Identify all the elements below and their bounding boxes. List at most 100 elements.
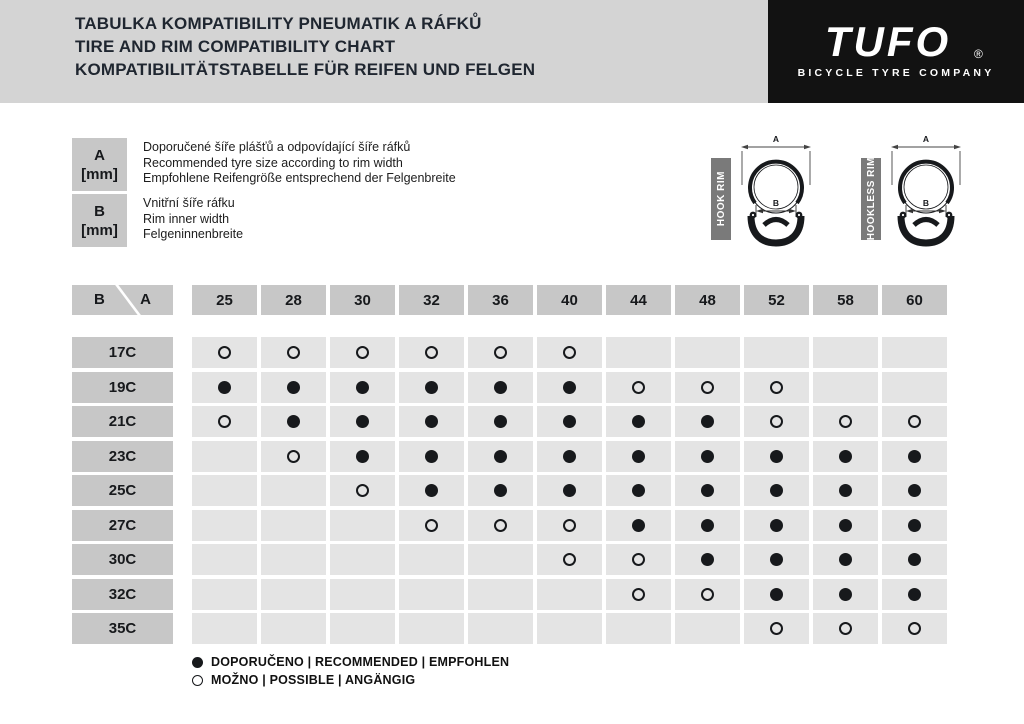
compatibility-cell [813,406,878,437]
possible-dot-icon [563,346,576,359]
compatibility-cell [813,337,878,368]
compatibility-cell [192,406,257,437]
column-header: 36 [468,285,533,315]
recommended-dot-icon [563,380,576,394]
compatibility-cell [813,578,878,610]
compatibility-cell [675,578,740,610]
possible-dot-icon [192,674,203,686]
compatibility-cell [744,509,809,541]
table-header-row: B A 25 28 30 32 36 40 44 48 52 58 60 [72,285,947,315]
column-header: 60 [882,285,947,315]
recommended-dot-icon [839,553,852,566]
legend-a-line-en: Recommended tyre size according to rim w… [143,155,403,170]
compatibility-cell [606,406,671,437]
compatibility-cell [468,509,533,541]
compatibility-cell [192,613,257,644]
recommended-dot-icon [563,449,576,463]
column-header: 58 [813,285,878,315]
compatibility-cell [330,371,395,403]
column-header: 40 [537,285,602,315]
compatibility-cell [192,337,257,368]
possible-dot-icon [563,553,576,566]
compatibility-cell [744,578,809,610]
compatibility-cell [675,613,740,644]
table-corner-cell: B A [72,285,173,315]
compatibility-cell [675,406,740,437]
corner-col-axis: A [140,291,151,308]
column-header: 25 [192,285,257,315]
recommended-dot-icon [770,518,783,532]
recommended-dot-icon [356,380,369,394]
recommended-dot-icon [356,449,369,463]
compatibility-cell [606,544,671,575]
table-row: 21C [72,406,947,437]
recommended-dot-icon [839,449,852,463]
recommended-dot-icon [632,415,645,428]
legend-possible-text: MOŽNO | POSSIBLE | ANGÄNGIG [211,673,416,687]
dim-a-label: A [773,134,779,144]
compatibility-cell [468,578,533,610]
row-header: 32C [72,578,173,610]
legend-recommended-text: DOPORUČENO | RECOMMENDED | EMPFOHLEN [211,655,510,669]
compatibility-cell [744,544,809,575]
legend-possible: MOŽNO | POSSIBLE | ANGÄNGIG [192,671,509,689]
row-header: 35C [72,613,173,644]
possible-dot-icon [770,380,783,394]
compatibility-cell [606,371,671,403]
possible-dot-icon [287,449,300,463]
hook-rim-diagram: HOOK RIM A B [711,133,816,251]
recommended-dot-icon [908,484,921,497]
recommended-dot-icon [908,518,921,532]
compatibility-cell [399,440,464,472]
recommended-dot-icon [218,380,231,394]
page-title: TABULKA KOMPATIBILITY PNEUMATIK A RÁFKŮ … [75,12,535,81]
compatibility-cell [882,578,947,610]
possible-dot-icon [218,415,231,428]
compatibility-cell [261,578,326,610]
dot-legend: DOPORUČENO | RECOMMENDED | EMPFOHLEN MOŽ… [192,653,509,689]
table-row: 30C [72,544,947,575]
recommended-dot-icon [494,449,507,463]
recommended-dot-icon [908,449,921,463]
compatibility-cell [744,475,809,506]
legend-b-box: B [mm] [72,194,127,247]
possible-dot-icon [287,346,300,359]
tufo-logo: TUFO ® BICYCLE TYRE COMPANY [768,0,1024,103]
column-headers: 25 28 30 32 36 40 44 48 52 58 60 [192,285,947,315]
row-header: 19C [72,371,173,403]
compatibility-cell [261,337,326,368]
title-line-de: KOMPATIBILITÄTSTABELLE FÜR REIFEN UND FE… [75,60,536,79]
compatibility-cell [399,578,464,610]
corner-row-axis: B [94,291,105,308]
compatibility-cell [882,475,947,506]
possible-dot-icon [770,622,783,635]
compatibility-cell [744,371,809,403]
legend-b-line-cz: Vnitřní šíře ráfku [143,196,235,210]
recommended-dot-icon [908,587,921,601]
compatibility-cell [468,371,533,403]
legend-a: A [mm] Doporučené šíře plášťů a odpovída… [72,138,456,191]
compatibility-cell [882,613,947,644]
recommended-dot-icon [701,415,714,428]
recommended-dot-icon [839,484,852,497]
compatibility-cell [399,475,464,506]
compatibility-cell [813,509,878,541]
legend-b: B [mm] Vnitřní šíře ráfku Rim inner widt… [72,194,243,247]
table-row: 17C [72,337,947,368]
possible-dot-icon [632,380,645,394]
compatibility-cell [813,613,878,644]
hookless-rim-cross-section-icon: A B [891,134,961,247]
compatibility-cell [330,544,395,575]
compatibility-cell [537,613,602,644]
column-header: 32 [399,285,464,315]
compatibility-cell [744,613,809,644]
possible-dot-icon [494,518,507,532]
compatibility-cell [537,544,602,575]
possible-dot-icon [839,415,852,428]
hook-rim-cross-section-icon: A B [741,134,811,247]
compatibility-cell [537,509,602,541]
compatibility-cell [537,475,602,506]
compatibility-cell [813,371,878,403]
compatibility-cell [399,613,464,644]
dim-a-label: A [923,134,929,144]
